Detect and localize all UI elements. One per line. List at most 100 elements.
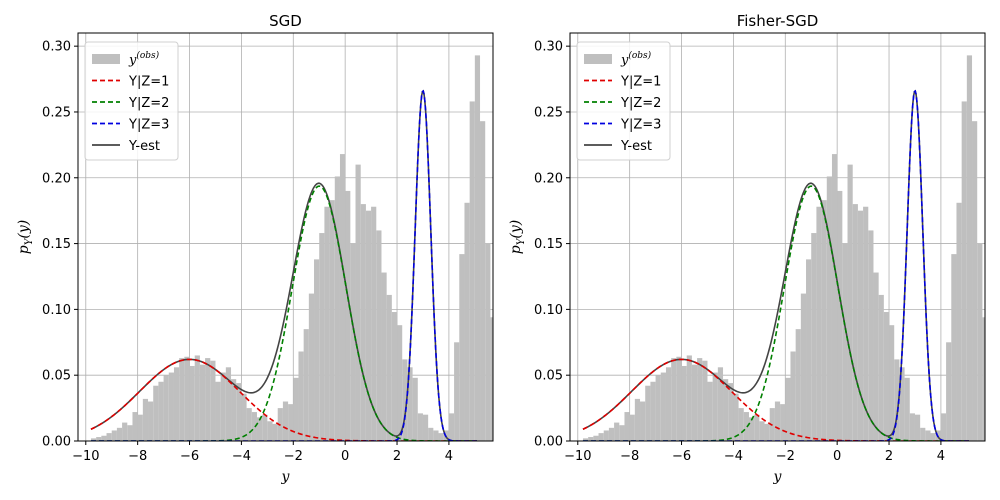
histogram-bar xyxy=(764,423,770,441)
x-tick-label: 2 xyxy=(393,449,401,464)
x-axis-label: y xyxy=(281,469,291,485)
chart-title: SGD xyxy=(269,12,302,30)
y-tick-label: 0.30 xyxy=(42,40,71,55)
histogram-bar xyxy=(894,359,900,441)
histogram-bar xyxy=(671,358,677,441)
histogram-bar xyxy=(624,412,630,441)
histogram-bar xyxy=(122,422,128,441)
histogram-bar xyxy=(588,437,594,441)
histogram-bar xyxy=(909,413,915,441)
series-line-y-z-1 xyxy=(90,358,477,441)
histogram-bar xyxy=(878,294,884,441)
histogram-bar xyxy=(925,430,931,441)
histogram-bar xyxy=(831,154,838,441)
histogram-bar xyxy=(681,365,687,441)
histogram-bar xyxy=(863,206,869,441)
histogram-bar xyxy=(956,202,962,441)
histogram-bar xyxy=(101,435,107,441)
plot-frame xyxy=(569,32,986,442)
histogram-bar xyxy=(324,206,330,441)
histogram-bar xyxy=(267,421,273,441)
histogram-bar xyxy=(634,398,641,441)
histogram-bar xyxy=(454,342,460,441)
histogram-bar xyxy=(355,164,361,441)
histogram-bar xyxy=(506,432,511,441)
legend-label-y-z-2: Y|Z=2 xyxy=(620,96,661,111)
legend-swatch-histogram xyxy=(584,54,612,64)
histogram-bar xyxy=(940,413,947,441)
histogram-bar xyxy=(496,362,501,441)
histogram-bar xyxy=(448,413,455,441)
legend-label-y-est: Y-est xyxy=(620,139,652,154)
histogram-bar xyxy=(619,425,625,441)
histogram-bar xyxy=(972,121,978,441)
histogram-bar xyxy=(629,414,635,441)
series-line-y-z-1 xyxy=(582,358,969,441)
y-tick-label: 0.00 xyxy=(534,435,563,450)
y-tick-label: 0.20 xyxy=(534,171,563,186)
histogram-bar xyxy=(946,342,952,441)
histogram-bar xyxy=(127,425,133,441)
x-tick-label: −10 xyxy=(72,449,99,464)
histogram-bar xyxy=(189,365,195,441)
histogram-bar xyxy=(728,383,734,441)
histogram-bar xyxy=(194,355,200,441)
histogram-bar xyxy=(650,381,656,441)
histogram-bar xyxy=(417,413,423,441)
histogram-bar xyxy=(614,422,620,441)
legend: y(obs) Y|Z=1 Y|Z=2 Y|Z=3 Y-est xyxy=(576,41,671,161)
x-tick-label: 4 xyxy=(445,449,453,464)
histogram-bar xyxy=(790,351,796,441)
density-curves xyxy=(90,89,477,441)
histogram-bar xyxy=(469,101,475,441)
histogram-bar xyxy=(852,204,858,441)
histogram-bar xyxy=(759,421,765,441)
histogram-bar xyxy=(842,243,848,441)
histogram-bar xyxy=(111,430,117,441)
histogram-bar xyxy=(733,393,739,441)
histogram-bar xyxy=(272,423,278,441)
histogram-bar xyxy=(381,272,387,441)
histogram-bar xyxy=(686,355,692,441)
histogram-bar xyxy=(288,404,294,441)
plot-frame xyxy=(77,32,494,442)
histogram-bar xyxy=(660,372,666,441)
histogram-bar xyxy=(480,121,486,441)
density-curves xyxy=(582,89,969,441)
histogram-bar xyxy=(334,176,340,441)
histogram-bar xyxy=(993,411,998,441)
histogram-bar xyxy=(314,259,320,441)
histogram-bar xyxy=(603,430,609,441)
histogram-bar xyxy=(298,351,304,441)
histogram-bar xyxy=(511,436,516,441)
histogram xyxy=(582,55,998,441)
histogram-bar xyxy=(350,243,356,441)
legend-box xyxy=(576,41,671,161)
x-tick-label: −2 xyxy=(776,449,795,464)
histogram-bar xyxy=(474,55,481,441)
histogram-bar xyxy=(282,401,289,441)
histogram-bar xyxy=(920,427,926,441)
histogram-bar xyxy=(837,190,843,441)
legend: y(obs) Y|Z=1 Y|Z=2 Y|Z=3 Y-est xyxy=(84,41,179,161)
x-tick-label: −4 xyxy=(232,449,251,464)
histogram-bar xyxy=(397,325,403,441)
histogram-bar xyxy=(806,259,812,441)
x-tick-label: 2 xyxy=(885,449,893,464)
histogram-bar xyxy=(723,379,729,441)
histogram-bar xyxy=(345,190,351,441)
histogram-bar xyxy=(717,367,724,441)
histogram-bar xyxy=(988,362,993,441)
histogram-bar xyxy=(210,360,216,441)
histogram-bar xyxy=(816,206,822,441)
y-tick-label: 0.30 xyxy=(534,40,563,55)
x-tick-label: 4 xyxy=(937,449,945,464)
histogram-bar xyxy=(225,367,232,441)
histogram-bar xyxy=(407,367,413,441)
histogram-bar xyxy=(501,411,506,441)
x-tick-label: 0 xyxy=(341,449,349,464)
legend-label-histogram: y(obs) xyxy=(128,50,160,68)
histogram-bar xyxy=(904,377,910,441)
series-line-y-z-2 xyxy=(90,185,477,441)
